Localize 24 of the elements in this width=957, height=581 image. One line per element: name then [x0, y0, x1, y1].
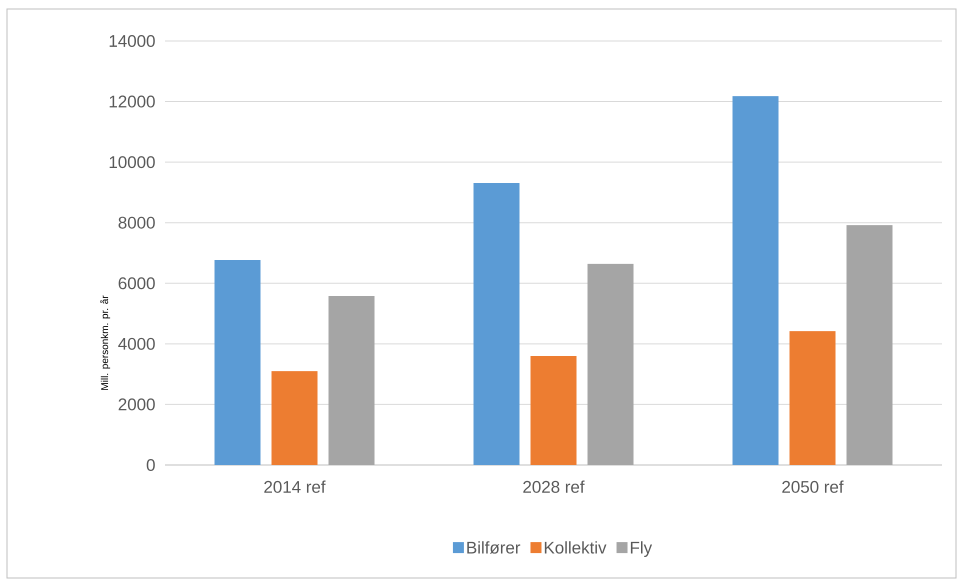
- legend-label: Kollektiv: [544, 541, 606, 554]
- bar: [732, 96, 779, 465]
- bar: [846, 225, 893, 465]
- x-tick-label: 2028 ref: [523, 480, 585, 493]
- y-tick-label: 10000: [110, 156, 155, 168]
- bar: [474, 183, 520, 465]
- y-tick-label: 2000: [118, 398, 155, 410]
- y-tick-label: 4000: [118, 338, 155, 350]
- bar: [214, 260, 261, 465]
- y-tick-label: 0: [146, 458, 155, 471]
- bar: [328, 296, 375, 465]
- y-tick-label: 6000: [118, 277, 155, 290]
- legend-label: Bilfører: [467, 541, 520, 554]
- y-tick-label: 12000: [110, 96, 155, 108]
- x-tick-label: 2014 ref: [264, 480, 326, 493]
- bar: [588, 264, 634, 465]
- y-axis-title: Mill. personkm. pr. år: [100, 296, 110, 390]
- bar: [272, 371, 318, 465]
- bar: [790, 331, 836, 465]
- x-tick-label: 2050 ref: [782, 480, 844, 493]
- legend-label: Fly: [630, 541, 652, 557]
- bar: [530, 356, 577, 465]
- y-tick-label: 8000: [118, 216, 155, 229]
- y-tick-label: 14000: [110, 34, 155, 47]
